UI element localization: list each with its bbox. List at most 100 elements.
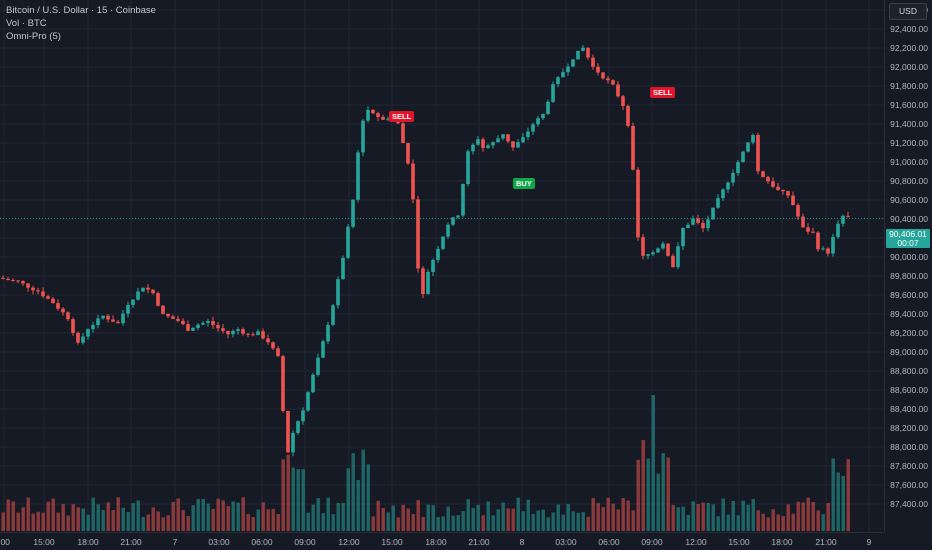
candle-body: [591, 57, 595, 67]
candle-body: [26, 283, 30, 288]
volume-bar: [71, 504, 75, 531]
price-tick-label: 87,800.00: [890, 461, 928, 471]
volume-bar: [846, 459, 850, 531]
volume-bar: [721, 498, 725, 531]
price-tick-label: 89,000.00: [890, 347, 928, 357]
candle-body: [606, 78, 610, 81]
candle-body: [401, 123, 405, 144]
candle-body: [561, 72, 565, 78]
candle-body: [51, 298, 55, 304]
price-tick-label: 88,200.00: [890, 423, 928, 433]
candle-body: [846, 215, 850, 217]
time-tick-label: 06:00: [598, 537, 620, 547]
time-tick-label: 8: [519, 537, 525, 547]
volume-bar: [226, 506, 230, 531]
volume-bar: [281, 459, 285, 531]
candle-body: [76, 332, 80, 343]
volume-bar: [796, 501, 800, 531]
time-tick-label: 21:00: [815, 537, 837, 547]
volume-bar: [396, 517, 400, 531]
candle-body: [191, 328, 195, 331]
candle-body: [36, 290, 40, 292]
candle-body: [761, 171, 765, 178]
candle-body: [691, 218, 695, 225]
volume-bar: [151, 507, 155, 531]
candle-body: [746, 142, 750, 152]
volume-bar: [291, 467, 295, 531]
volume-bar: [706, 503, 710, 531]
volume-bar: [806, 497, 810, 531]
candle-body: [321, 341, 325, 358]
volume-bar: [261, 502, 265, 531]
volume-bar: [416, 500, 420, 531]
volume-bar: [736, 515, 740, 531]
volume-bar: [606, 497, 610, 531]
candle-body: [671, 255, 675, 268]
candle-body: [91, 325, 95, 330]
bar-countdown: 00:07: [897, 238, 919, 248]
volume-bar: [671, 505, 675, 531]
volume-bar: [36, 511, 40, 531]
candle-body: [336, 279, 340, 306]
candle-body: [531, 124, 535, 132]
candle-body: [266, 338, 270, 343]
time-tick-label: 03:00: [555, 537, 577, 547]
volume-bar: [321, 513, 325, 531]
volume-bar: [336, 502, 340, 531]
candle-body: [331, 305, 335, 325]
candle-body: [96, 318, 100, 326]
price-tick-label: 92,000.00: [890, 62, 928, 72]
candle-body: [521, 137, 525, 143]
volume-bar: [726, 514, 730, 531]
volume-bar: [716, 516, 720, 531]
volume-bar: [306, 512, 310, 531]
volume-bar: [101, 510, 105, 531]
volume-bar: [91, 497, 95, 531]
candle-body: [811, 231, 815, 233]
volume-bar: [596, 503, 600, 531]
candle-body: [526, 131, 530, 138]
price-tick-label: 91,200.00: [890, 138, 928, 148]
volume-bar: [116, 497, 120, 531]
time-tick-label: 06:00: [251, 537, 273, 547]
candle-body: [81, 336, 85, 343]
price-tick-label: 88,600.00: [890, 385, 928, 395]
price-tick-label: 90,400.00: [890, 214, 928, 224]
currency-button[interactable]: USD: [889, 3, 927, 20]
candle-body: [706, 219, 710, 229]
volume-bar: [186, 516, 190, 531]
chart-area[interactable]: Bitcoin / U.S. Dollar · 15 · Coinbase Vo…: [0, 0, 884, 532]
candle-body: [571, 59, 575, 67]
volume-bar: [286, 454, 290, 531]
candle-body: [311, 374, 315, 393]
volume-bar: [376, 500, 380, 531]
candle-body: [146, 287, 150, 290]
candlestick-chart[interactable]: [0, 0, 884, 532]
price-scale[interactable]: 92,600.0092,400.0092,200.0092,000.0091,8…: [884, 0, 932, 532]
candle-body: [796, 205, 800, 217]
candle-body: [576, 50, 580, 60]
time-tick-label: 18:00: [771, 537, 793, 547]
time-tick-label: 03:00: [208, 537, 230, 547]
candle-body: [816, 232, 820, 250]
volume-bar: [456, 515, 460, 531]
time-tick-label: 18:00: [425, 537, 447, 547]
time-scale[interactable]: :00 15:00 18:00 21:00 7 03:00 06:00 09:00 12:00 1…: [0, 532, 884, 550]
volume-bar: [246, 513, 250, 531]
candle-body: [411, 163, 415, 200]
indicator-legend[interactable]: Omni-Pro (5): [6, 31, 61, 42]
buy-signal-label: BUY: [513, 178, 535, 189]
volume-bar: [26, 497, 30, 531]
candle-body: [231, 330, 235, 335]
volume-bar: [761, 513, 765, 531]
candle-body: [766, 177, 770, 182]
volume-bar: [296, 469, 300, 531]
candle-body: [66, 312, 70, 320]
volume-bar: [681, 506, 685, 531]
volume-bar: [821, 514, 825, 531]
volume-bar: [561, 514, 565, 531]
volume-legend[interactable]: Vol · BTC: [6, 18, 47, 29]
symbol-title[interactable]: Bitcoin / U.S. Dollar · 15 · Coinbase: [6, 5, 156, 16]
candle-body: [161, 305, 165, 314]
candle-body: [301, 410, 305, 422]
